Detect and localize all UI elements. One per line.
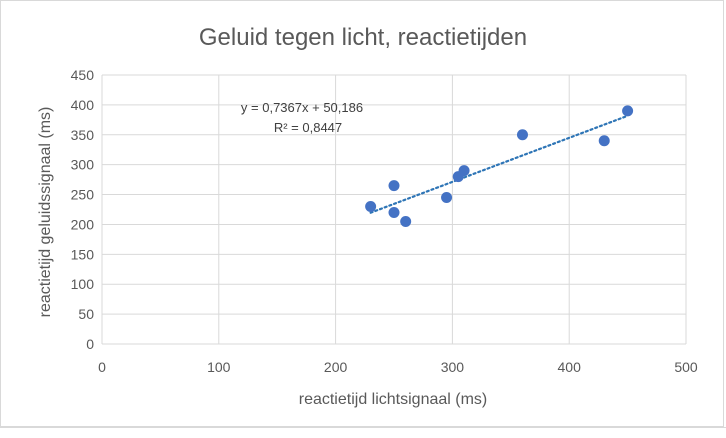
y-tick-label-5: 250	[71, 187, 95, 203]
data-point-2	[388, 206, 400, 218]
x-tick-label-4: 400	[558, 359, 582, 375]
x-tick-label-1: 100	[207, 359, 231, 375]
data-point-9	[622, 105, 634, 117]
y-tick-label-7: 350	[71, 127, 95, 143]
chart-title: Geluid tegen licht, reactietijden	[199, 24, 527, 51]
y-axis-title: reactietijd geluidssignaal (ms)	[37, 107, 54, 318]
trendline-r-squared: R² = 0,8447	[274, 120, 342, 135]
data-point-0	[365, 201, 377, 213]
data-point-6	[458, 165, 470, 177]
data-point-3	[400, 215, 412, 227]
gridlines	[102, 74, 687, 344]
trendline-group	[369, 114, 629, 214]
data-point-4	[441, 192, 453, 204]
x-tick-label-5: 500	[674, 359, 698, 375]
data-point-7	[516, 129, 528, 141]
y-tick-label-0: 0	[86, 336, 94, 352]
x-tick-label-3: 300	[441, 359, 465, 375]
x-axis-title: reactietijd lichtsignaal (ms)	[299, 391, 488, 408]
trendline-equation: y = 0,7367x + 50,186	[241, 100, 363, 115]
y-tick-labels: 0 50 100 150 200 250 300 350 400 450	[71, 67, 95, 352]
chart-frame	[0, 0, 724, 427]
data-point-1	[388, 180, 400, 192]
data-point-8	[598, 135, 610, 147]
y-tick-label-1: 50	[78, 306, 94, 322]
data-points	[365, 105, 634, 227]
x-tick-labels: 0 100 200 300 400 500	[98, 359, 698, 375]
trendline	[369, 114, 629, 214]
y-tick-label-2: 100	[71, 276, 95, 292]
y-tick-label-3: 150	[71, 246, 95, 262]
y-tick-label-6: 300	[71, 157, 95, 173]
sheet-gridline-strip	[0, 427, 726, 438]
x-tick-label-2: 200	[324, 359, 348, 375]
x-tick-label-0: 0	[98, 359, 106, 375]
y-tick-label-8: 400	[71, 97, 95, 113]
y-tick-label-4: 200	[71, 216, 95, 232]
axes	[101, 75, 686, 345]
y-tick-label-9: 450	[71, 67, 95, 83]
